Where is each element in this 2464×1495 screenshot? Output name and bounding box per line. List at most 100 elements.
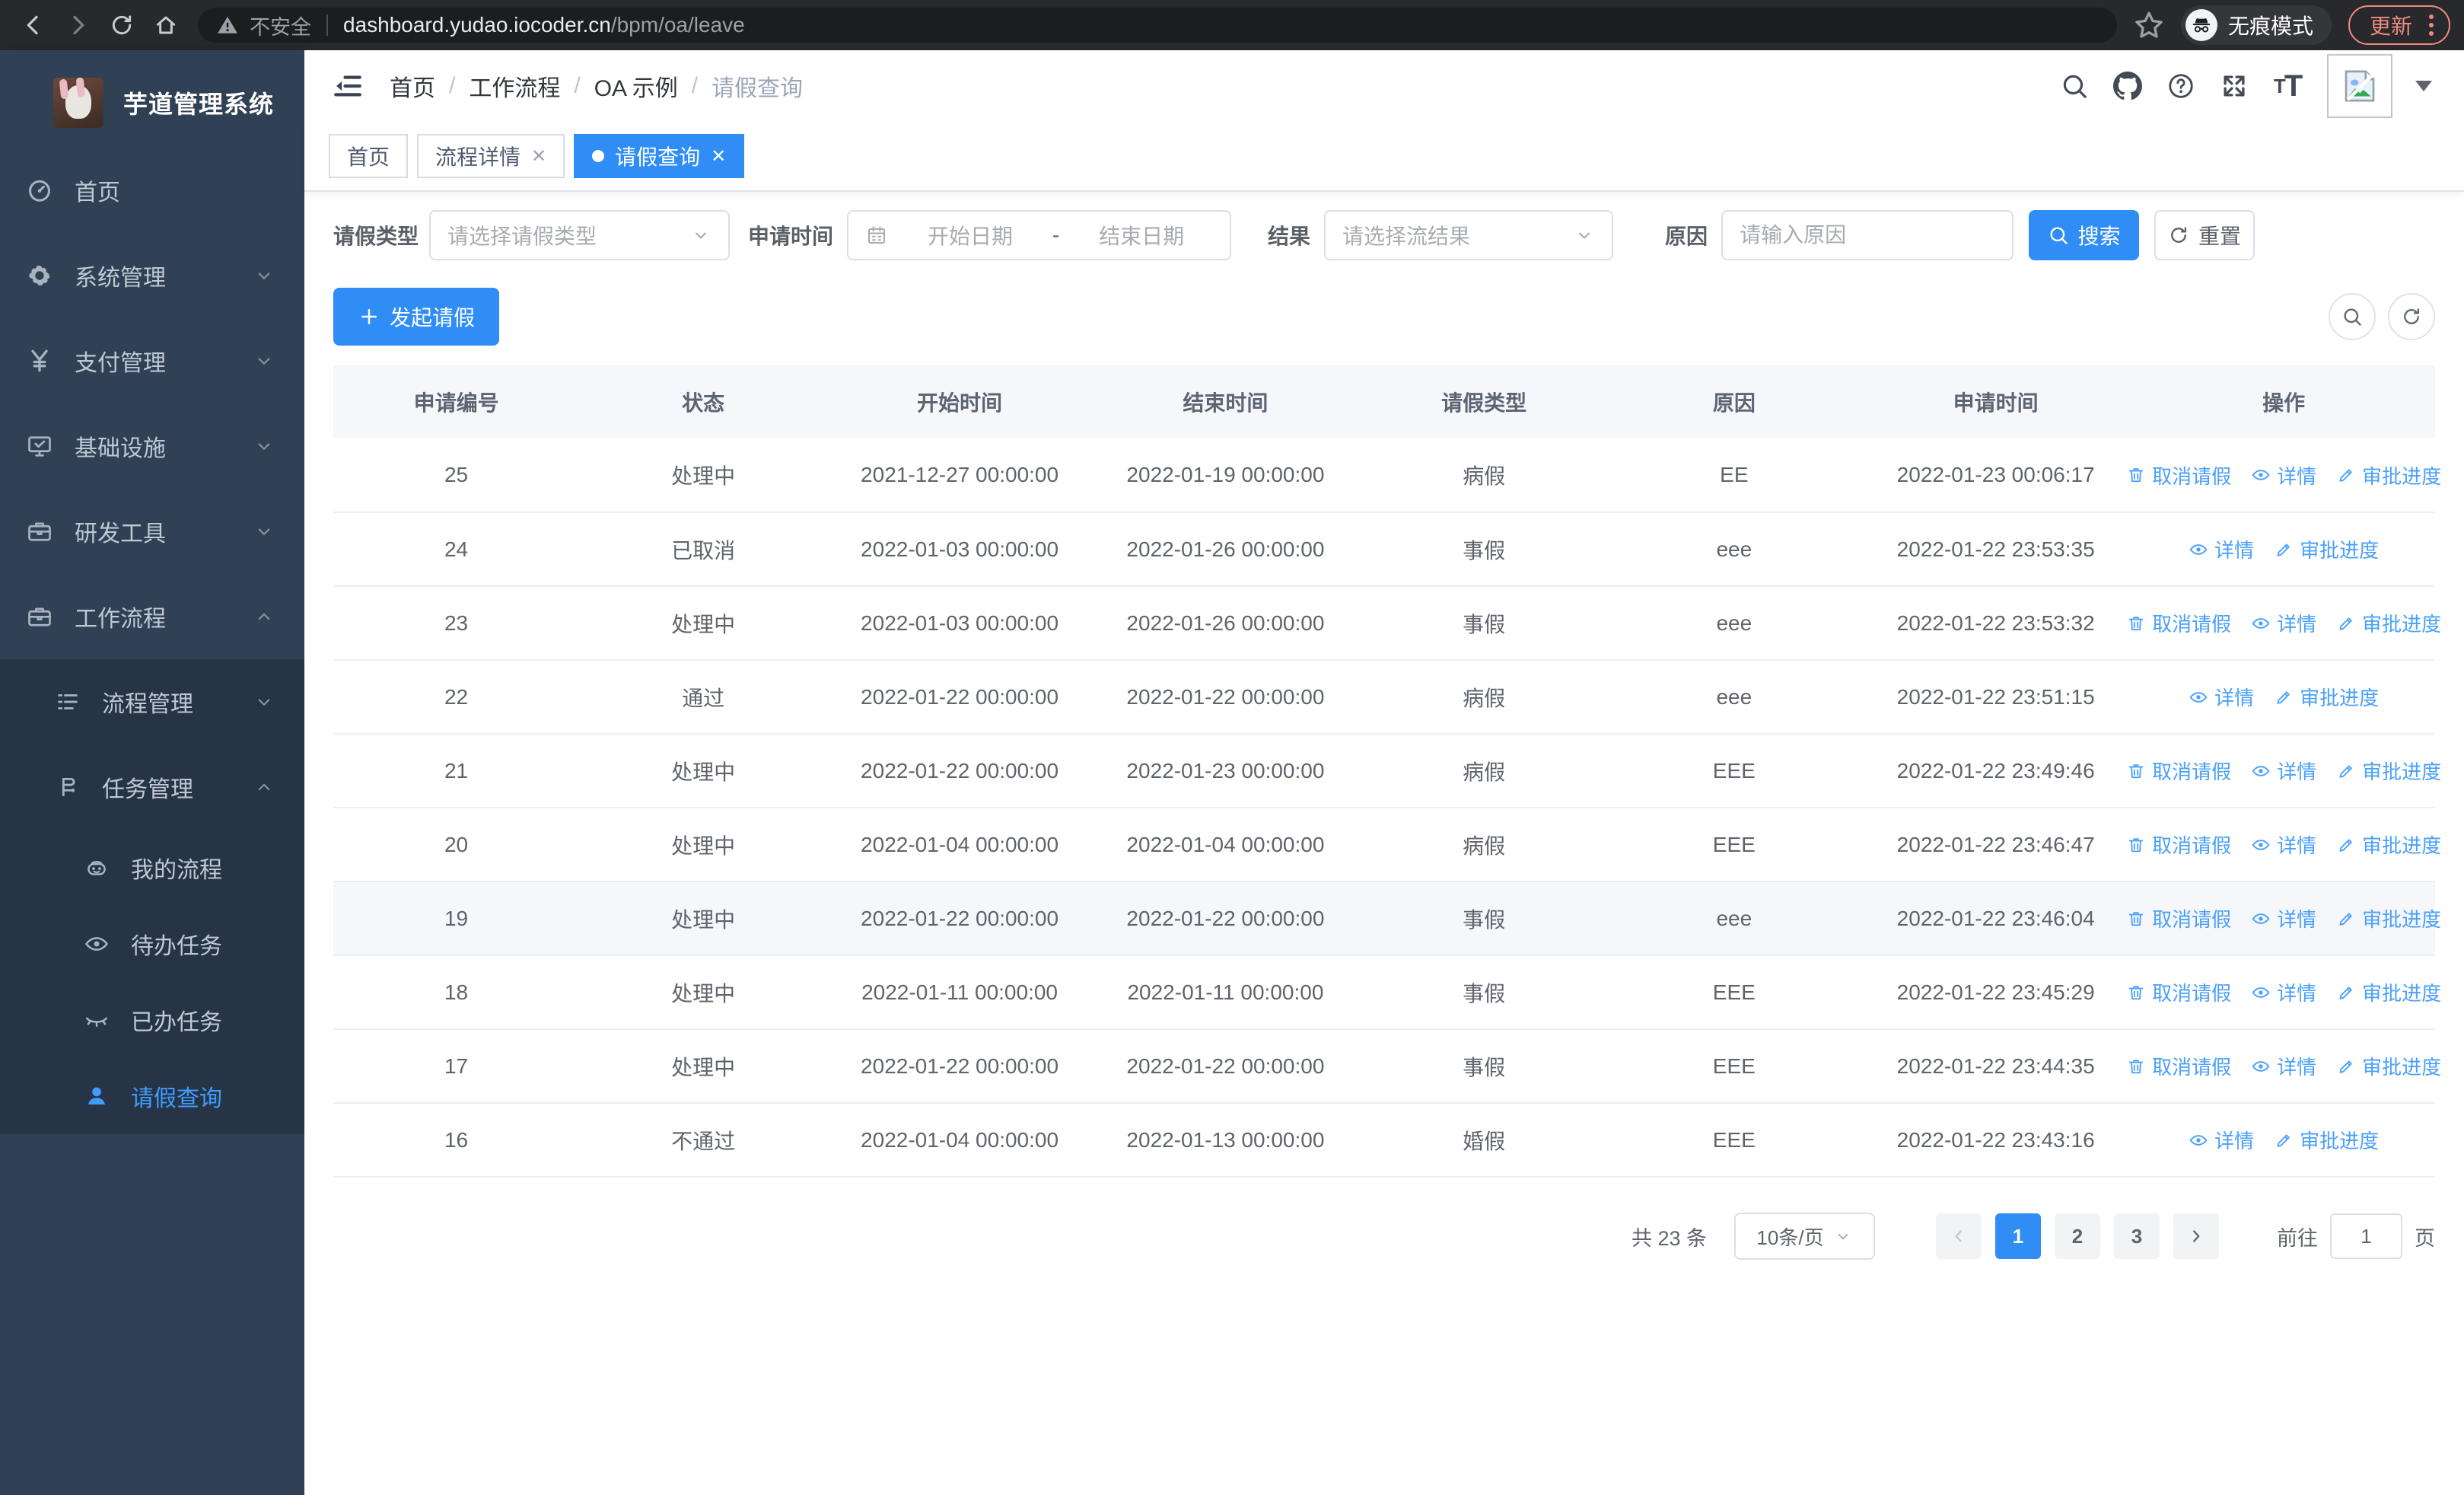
refresh-table-button[interactable]	[2388, 293, 2435, 340]
filter-form: 请假类型 请选择请假类型 申请时间 开始日期 - 结束日期 结果 请选择流结果	[333, 209, 2435, 262]
detail-action-link[interactable]: 详情	[2251, 757, 2316, 785]
tab-2[interactable]: 流程详情 ✕	[417, 134, 565, 178]
security-chip[interactable]: 不安全	[250, 15, 311, 39]
arrow-left-icon	[1949, 1226, 1969, 1246]
page-size-select[interactable]: 10条/页	[1734, 1213, 1875, 1260]
progress-action-link[interactable]: 审批进度	[2336, 609, 2441, 637]
detail-action-link[interactable]: 详情	[2251, 904, 2316, 932]
detail-action-link[interactable]: 详情	[2251, 1052, 2316, 1080]
browser-forward-button[interactable]	[58, 5, 97, 45]
sidebar-item-12[interactable]: 请假查询	[0, 1058, 304, 1134]
browser-reload-button[interactable]	[102, 5, 142, 45]
progress-action-link[interactable]: 审批进度	[2274, 535, 2379, 563]
cancel-action-link[interactable]: 取消请假	[2126, 609, 2231, 637]
search-button[interactable]	[2053, 65, 2096, 107]
help-button[interactable]	[2160, 65, 2202, 107]
browser-home-button[interactable]	[146, 5, 186, 45]
tab-label: 请假查询	[615, 145, 701, 169]
sidebar-item-label: 基础设施	[75, 436, 166, 461]
breadcrumb-item-2[interactable]: 工作流程	[469, 76, 561, 101]
reset-button[interactable]: 重置	[2154, 210, 2255, 260]
menu-dots-icon[interactable]	[2429, 14, 2434, 36]
create-leave-button[interactable]: 发起请假	[333, 288, 500, 346]
detail-action-link[interactable]: 详情	[2189, 683, 2254, 711]
browser-back-button[interactable]	[14, 5, 53, 45]
address-bar[interactable]: 不安全 dashboard.yudao.iocoder.cn/bpm/oa/le…	[198, 8, 2117, 43]
detail-action-link[interactable]: 详情	[2251, 978, 2316, 1006]
cancel-action-link[interactable]: 取消请假	[2126, 461, 2231, 489]
page-button-1[interactable]: 1	[1995, 1213, 2041, 1259]
progress-action-link[interactable]: 审批进度	[2336, 461, 2441, 489]
toggle-search-button[interactable]	[2329, 293, 2376, 340]
start-date-placeholder[interactable]: 开始日期	[927, 225, 1013, 248]
trash-icon	[2126, 835, 2146, 855]
tab-close-icon[interactable]: ✕	[531, 145, 547, 167]
reason-input[interactable]	[1721, 210, 2014, 260]
cell-applied: 2022-01-22 23:46:04	[1859, 881, 2133, 956]
goto-page-input[interactable]	[2330, 1213, 2402, 1259]
avatar-dropdown-caret-icon[interactable]	[2415, 81, 2432, 91]
tab-3[interactable]: 请假查询 ✕	[574, 134, 745, 178]
breadcrumb-item-3[interactable]: OA 示例	[594, 76, 678, 101]
leave-type-select[interactable]: 请选择请假类型	[429, 210, 731, 260]
sidebar-item-4[interactable]: 基础设施	[0, 403, 304, 489]
search-submit-button[interactable]: 搜索	[2029, 210, 2140, 260]
tab-1[interactable]: 首页	[329, 134, 409, 178]
github-button[interactable]	[2106, 65, 2149, 107]
detail-action-link[interactable]: 详情	[2251, 609, 2316, 637]
detail-action-link[interactable]: 详情	[2251, 830, 2316, 859]
progress-action-link[interactable]: 审批进度	[2336, 978, 2441, 1006]
user-avatar[interactable]	[2327, 54, 2392, 118]
cancel-action-link[interactable]: 取消请假	[2126, 1052, 2231, 1080]
sidebar-item-9[interactable]: 我的流程	[0, 830, 304, 906]
detail-action-link[interactable]: 详情	[2251, 461, 2316, 489]
cell-status: 处理中	[579, 1029, 828, 1104]
browser-update-menu-button[interactable]: 更新	[2348, 5, 2450, 45]
tab-close-icon[interactable]: ✕	[711, 145, 727, 167]
cell-start: 2022-01-11 00:00:00	[827, 955, 1093, 1030]
sidebar: 芋道管理系统 首页 系统管理 支付管理基础设施研发工具 工作流程 流程管理 任务管理 我的流…	[0, 50, 304, 1495]
cell-end: 2022-01-26 00:00:00	[1092, 512, 1359, 587]
progress-action-link[interactable]: 审批进度	[2336, 830, 2441, 859]
apply-time-range-picker[interactable]: 开始日期 - 结束日期	[847, 210, 1232, 260]
cell-id: 22	[333, 660, 580, 735]
sidebar-item-8[interactable]: 任务管理	[0, 744, 304, 830]
logo-avatar	[53, 78, 103, 128]
eye-icon	[2189, 1130, 2208, 1150]
cancel-action-link[interactable]: 取消请假	[2126, 978, 2231, 1006]
next-page-button[interactable]	[2173, 1213, 2219, 1259]
cancel-action-link[interactable]: 取消请假	[2126, 757, 2231, 785]
sidebar-item-1[interactable]: 首页	[0, 148, 304, 233]
leave-type-label: 请假类型	[333, 225, 419, 248]
page-button-3[interactable]: 3	[2114, 1213, 2160, 1259]
bookmark-star-icon[interactable]	[2132, 8, 2166, 42]
sidebar-fold-icon[interactable]	[332, 70, 364, 102]
sidebar-item-11[interactable]: 已办任务	[0, 982, 304, 1058]
page-button-2[interactable]: 2	[2055, 1213, 2100, 1259]
progress-action-link[interactable]: 审批进度	[2274, 1126, 2379, 1154]
cancel-action-link[interactable]: 取消请假	[2126, 904, 2231, 932]
end-date-placeholder[interactable]: 结束日期	[1099, 225, 1185, 248]
sidebar-item-7[interactable]: 流程管理	[0, 659, 304, 744]
total-count: 共 23 条	[1631, 1226, 1707, 1250]
cell-status: 处理中	[579, 808, 828, 882]
sidebar-item-5[interactable]: 研发工具	[0, 489, 304, 574]
sidebar-item-10[interactable]: 待办任务	[0, 906, 304, 982]
progress-action-link[interactable]: 审批进度	[2336, 757, 2441, 785]
cell-start: 2022-01-04 00:00:00	[827, 1103, 1093, 1178]
cancel-action-link[interactable]: 取消请假	[2126, 830, 2231, 859]
result-select[interactable]: 请选择流结果	[1324, 210, 1614, 260]
sidebar-item-2[interactable]: 系统管理	[0, 233, 304, 318]
breadcrumb-item-1[interactable]: 首页	[390, 76, 435, 101]
sidebar-item-3[interactable]: 支付管理	[0, 318, 304, 403]
sidebar-item-6[interactable]: 工作流程	[0, 574, 304, 659]
detail-action-link[interactable]: 详情	[2189, 535, 2254, 563]
app-logo[interactable]: 芋道管理系统	[0, 50, 304, 142]
fullscreen-button[interactable]	[2213, 65, 2255, 107]
progress-action-link[interactable]: 审批进度	[2336, 1052, 2441, 1080]
progress-action-link[interactable]: 审批进度	[2336, 904, 2441, 932]
progress-action-link[interactable]: 审批进度	[2274, 683, 2379, 711]
prev-page-button[interactable]	[1936, 1213, 1982, 1259]
detail-action-link[interactable]: 详情	[2189, 1126, 2254, 1154]
